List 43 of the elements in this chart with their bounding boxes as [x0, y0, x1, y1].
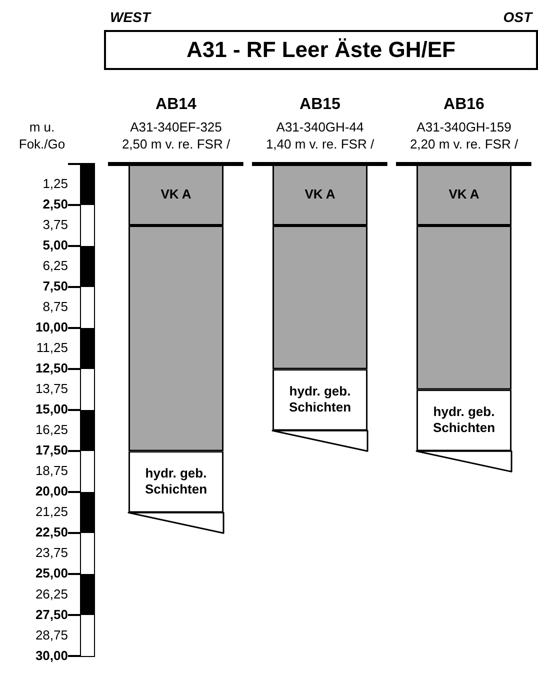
y-tick-label: 21,25 [35, 504, 68, 520]
y-tick-label: 2,50 [42, 196, 68, 212]
text: VK A [448, 186, 480, 202]
y-tick-label: 20,00 [35, 484, 68, 499]
y-tick-label: 30,00 [35, 648, 68, 663]
text: hydr. geb. Schichten [432, 404, 496, 435]
y-tick-label: 1,25 [42, 176, 68, 192]
text: A31-340GH-159 [416, 120, 512, 135]
y-axis-title: m u. Fok./Go [18, 120, 66, 152]
y-tick-label: 18,75 [35, 463, 68, 478]
y-tick-label: 12,50 [35, 360, 68, 376]
y-tick-label: 27,50 [35, 606, 68, 622]
y-tick-label: 17,50 [35, 442, 68, 458]
y-tick-label: 10,00 [35, 320, 68, 335]
y-tick-label: 23,75 [35, 545, 68, 560]
y-tick-label: 13,75 [35, 381, 68, 396]
series-label: VK A [160, 186, 192, 202]
x-tick-label: AB15 [300, 96, 341, 113]
y-tick-label: 3,75 [42, 217, 68, 232]
text: WEST [110, 8, 150, 26]
y-tick-label: 6,25 [42, 258, 68, 274]
series-label: hydr. geb. Schichten [144, 465, 208, 496]
y-tick-label: 11,25 [36, 340, 68, 356]
text: A31-340GH-44 [276, 120, 364, 135]
y-tick-label: 8,75 [42, 299, 68, 314]
x-tick-label: AB14 [156, 96, 197, 113]
y-tick-label: 28,75 [35, 627, 68, 642]
y-tick-label: 26,25 [35, 586, 68, 602]
text: hydr. geb. Schichten [288, 383, 352, 414]
text: OST [503, 8, 532, 26]
y-tick-label: 5,00 [42, 238, 68, 253]
y-tick-label: 16,25 [35, 422, 68, 438]
chart-title: A31 - RF Leer Äste GH/EF [104, 30, 538, 70]
y-tick-label: 15,00 [35, 402, 68, 417]
text: A31-340EF-325 [130, 120, 222, 135]
y-tick-label: 25,00 [35, 566, 68, 581]
text: 1,40 m v. re. FSR / [266, 136, 374, 152]
y-tick-label: 22,50 [35, 524, 68, 540]
y-tick-label: 7,50 [42, 278, 68, 294]
text: VK A [304, 186, 336, 202]
text: 2,50 m v. re. FSR / [122, 136, 230, 152]
x-tick-label: AB16 [444, 96, 485, 113]
text: 2,20 m v. re. FSR / [410, 136, 518, 152]
